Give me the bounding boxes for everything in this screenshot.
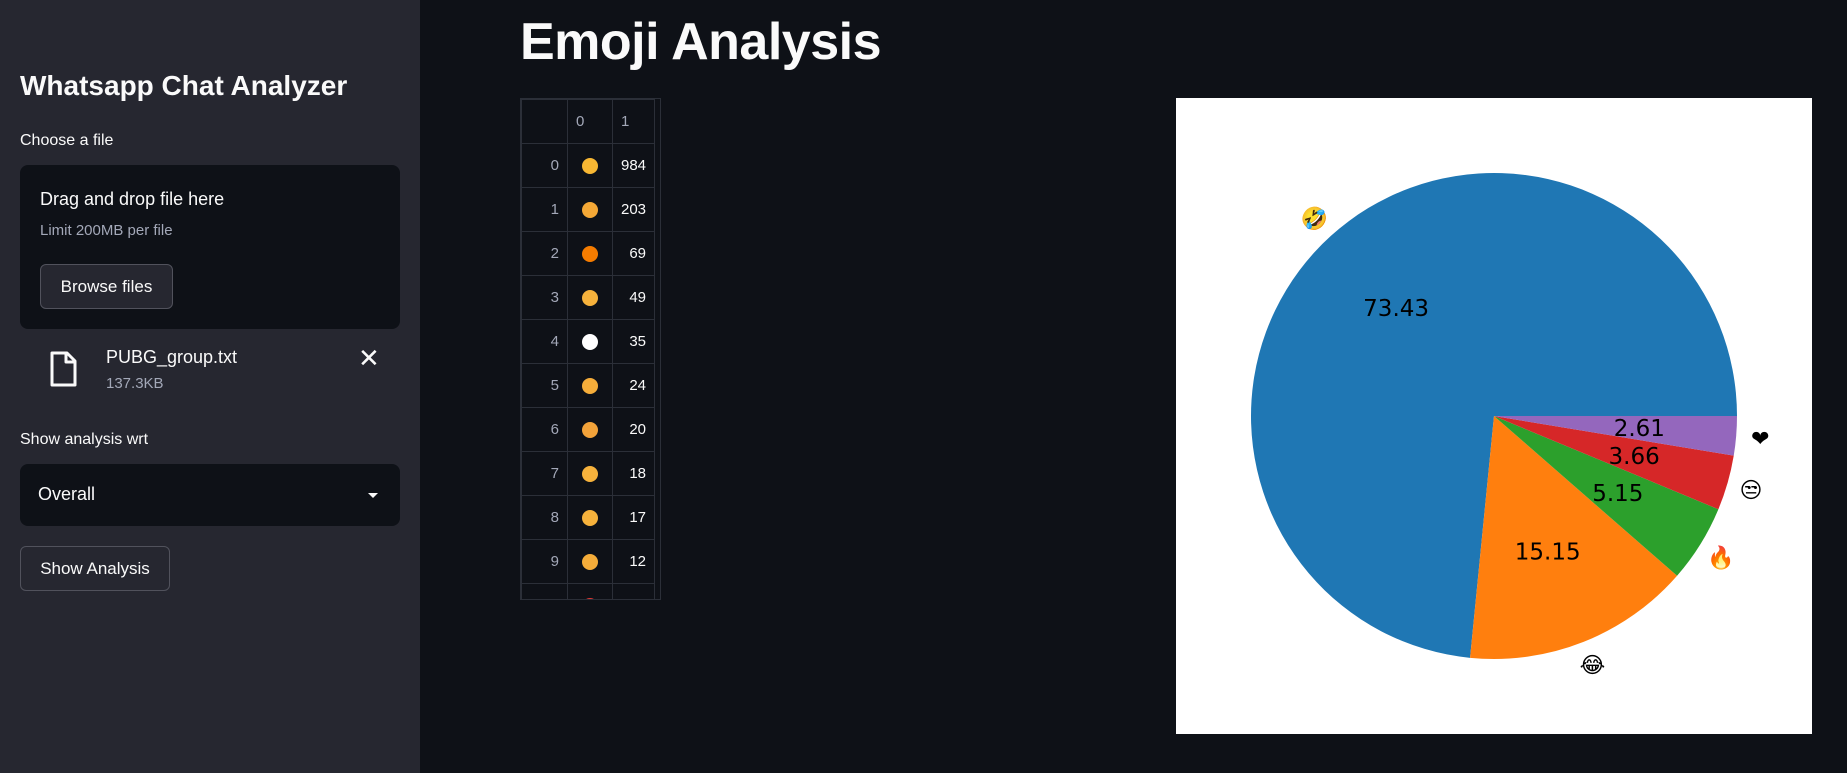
rolling-laughing-icon: [582, 158, 598, 175]
table-row: [521, 583, 656, 599]
chevron-down-icon: [368, 493, 378, 498]
fire-icon: [582, 246, 598, 263]
row-emoji-cell: [567, 495, 613, 540]
row-index: 3: [521, 275, 568, 320]
row-emoji-cell: [567, 583, 613, 599]
pie-chart-svg: 73.43 🤣 15.15 😂 5.15 🔥 3.66 😒 2.61 ❤: [1251, 173, 1770, 678]
row-count: 203: [611, 187, 656, 232]
row-count: 984: [611, 143, 656, 188]
row-index: [521, 583, 568, 599]
pie-category-label: 😂: [1580, 653, 1606, 678]
loudly-crying-icon: [582, 422, 598, 439]
row-count: 12: [611, 539, 656, 584]
pie-slice: [1494, 416, 1737, 456]
dropzone-limit: Limit 200MB per file: [40, 222, 173, 239]
emoji-pie-chart: 73.43 🤣 15.15 😂 5.15 🔥 3.66 😒 2.61 ❤: [1176, 98, 1812, 734]
row-count: 18: [611, 451, 656, 496]
face-holding-tears-icon: [582, 378, 598, 395]
pie-value-label: 5.15: [1592, 481, 1643, 507]
analysis-select-value: Overall: [38, 484, 96, 504]
row-index: 9: [521, 539, 568, 584]
row-emoji-cell: [567, 187, 613, 232]
page-title: Emoji Analysis: [520, 13, 882, 71]
row-count: 49: [611, 275, 656, 320]
pie-value-label: 2.61: [1614, 416, 1665, 442]
sidebar: Whatsapp Chat Analyzer Choose a file Dra…: [0, 0, 420, 773]
show-analysis-button[interactable]: Show Analysis: [20, 546, 170, 591]
remove-file-icon[interactable]: ✕: [358, 343, 380, 373]
table-row: 7 18: [521, 451, 656, 496]
row-count: [611, 583, 656, 599]
table-header-index: [521, 99, 568, 144]
file-dropzone[interactable]: Drag and drop file here Limit 200MB per …: [20, 165, 400, 329]
table-row: 0 984: [521, 143, 656, 188]
pie-slice: [1470, 416, 1678, 660]
table-row: 2 69: [521, 231, 656, 276]
table-row: 6 20: [521, 407, 656, 452]
row-index: 7: [521, 451, 568, 496]
pie-category-label: 🔥: [1707, 545, 1734, 571]
pie-slice: [1251, 173, 1737, 658]
weary-icon: [582, 290, 598, 307]
pie-slice: [1494, 416, 1734, 510]
app-title: Whatsapp Chat Analyzer: [20, 70, 348, 101]
row-index: 5: [521, 363, 568, 408]
row-emoji-cell: [567, 539, 613, 584]
table-row: 9 12: [521, 539, 656, 584]
table-row: 1 203: [521, 187, 656, 232]
row-count: 35: [611, 319, 656, 364]
row-emoji-cell: [567, 319, 613, 364]
row-emoji-cell: [567, 407, 613, 452]
pie-value-label: 15.15: [1515, 540, 1581, 566]
pie-value-label: 3.66: [1609, 444, 1660, 470]
file-size: 137.3KB: [106, 375, 164, 392]
joy-icon: [582, 202, 598, 219]
browse-files-button[interactable]: Browse files: [40, 264, 173, 309]
heart-icon: [582, 598, 598, 599]
pie-category-label: ❤: [1751, 427, 1769, 452]
table-row: 8 17: [521, 495, 656, 540]
row-index: 0: [521, 143, 568, 188]
table-row: 3 49: [521, 275, 656, 320]
pie-category-label: 😒: [1739, 479, 1762, 504]
white-heart-icon: [582, 334, 598, 351]
file-icon: [50, 351, 77, 387]
smirk-icon: [582, 466, 598, 483]
table-row: 4 35: [521, 319, 656, 364]
row-count: 17: [611, 495, 656, 540]
uploaded-file: PUBG_group.txt 137.3KB ✕: [20, 345, 400, 401]
row-index: 1: [521, 187, 568, 232]
file-uploader-label: Choose a file: [20, 132, 114, 149]
analysis-select-label: Show analysis wrt: [20, 431, 149, 448]
table-row: 5 24: [521, 363, 656, 408]
row-count: 24: [611, 363, 656, 408]
row-emoji-cell: [567, 275, 613, 320]
row-count: 69: [611, 231, 656, 276]
row-index: 8: [521, 495, 568, 540]
pie-slice: [1494, 416, 1719, 576]
row-emoji-cell: [567, 363, 613, 408]
table-header-row: 0 1: [521, 99, 656, 144]
row-index: 4: [521, 319, 568, 364]
row-emoji-cell: [567, 451, 613, 496]
pleading-icon: [582, 554, 598, 571]
row-emoji-cell: [567, 231, 613, 276]
row-index: 2: [521, 231, 568, 276]
row-count: 20: [611, 407, 656, 452]
pie-value-label: 73.43: [1363, 296, 1429, 322]
table-header-count: 1: [611, 99, 656, 144]
file-name: PUBG_group.txt: [106, 347, 238, 367]
analysis-select[interactable]: Overall: [20, 464, 400, 526]
row-index: 6: [521, 407, 568, 452]
pie-category-label: 🤣: [1300, 206, 1328, 233]
dropzone-title: Drag and drop file here: [40, 189, 225, 209]
unamused-icon: [582, 510, 598, 527]
emoji-table[interactable]: 0 1 0 984 1 203 2 69 3 49 4 35 5 24 6 20 7 18 8 17 9 12: [520, 98, 661, 600]
row-emoji-cell: [567, 143, 613, 188]
table-header-emoji: 0: [567, 99, 613, 144]
